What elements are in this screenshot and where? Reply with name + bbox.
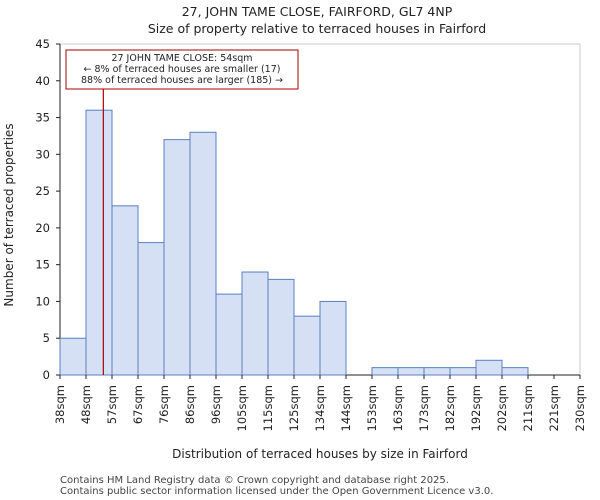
- bar-57sqm: [111, 205, 139, 376]
- y-tick-label: 40: [35, 74, 50, 88]
- bar-38sqm: [59, 337, 87, 376]
- bar-86sqm: [189, 131, 217, 376]
- y-tick-label: 20: [35, 221, 50, 235]
- x-tick-label: 57sqm: [105, 385, 119, 424]
- bar-48sqm: [85, 109, 113, 376]
- y-tick-label: 15: [35, 258, 50, 272]
- x-tick-label: 134sqm: [313, 385, 327, 431]
- bar-96sqm: [215, 293, 243, 376]
- y-axis-ticks: 0 5 10 15 20 25 30 35 40 45: [35, 37, 60, 382]
- x-tick-label: 76sqm: [157, 385, 171, 424]
- x-tick-label: 221sqm: [547, 385, 561, 431]
- bar-105sqm: [241, 271, 269, 376]
- bar-163sqm: [397, 367, 425, 376]
- x-tick-label: 125sqm: [287, 385, 301, 431]
- annotation-box: 27 JOHN TAME CLOSE: 54sqm ← 8% of terrac…: [65, 49, 299, 90]
- x-axis-ticks: 38sqm 48sqm 57sqm 67sqm 76sqm 86sqm 96sqm 105sq…: [53, 375, 587, 431]
- footer-line-1: Contains HM Land Registry data © Crown c…: [60, 475, 449, 486]
- bar-153sqm: [371, 367, 399, 376]
- x-tick-label: 144sqm: [339, 385, 353, 431]
- x-tick-label: 153sqm: [365, 385, 379, 431]
- y-tick-label: 5: [43, 331, 50, 345]
- bar-76sqm: [163, 139, 191, 376]
- bar-202sqm: [501, 367, 529, 376]
- bar-182sqm: [449, 367, 477, 376]
- x-tick-label: 230sqm: [573, 385, 587, 431]
- annotation-line-1: 27 JOHN TAME CLOSE: 54sqm: [111, 53, 252, 64]
- x-tick-label: 105sqm: [235, 385, 249, 431]
- bar-134sqm: [319, 300, 347, 376]
- y-tick-label: 30: [35, 147, 50, 161]
- bar-125sqm: [293, 315, 321, 376]
- bar-67sqm: [137, 242, 165, 376]
- x-tick-label: 173sqm: [417, 385, 431, 431]
- x-tick-label: 163sqm: [391, 385, 405, 431]
- x-tick-label: 115sqm: [261, 385, 275, 431]
- bar-173sqm: [423, 367, 451, 376]
- y-tick-label: 45: [35, 37, 50, 51]
- chart-title: 27, JOHN TAME CLOSE, FAIRFORD, GL7 4NP: [182, 4, 453, 19]
- x-tick-label: 182sqm: [443, 385, 457, 431]
- y-axis-label: Number of terraced properties: [2, 123, 16, 306]
- chart-subtitle: Size of property relative to terraced ho…: [148, 21, 486, 36]
- y-tick-label: 35: [35, 111, 50, 125]
- bar-115sqm: [267, 278, 295, 376]
- x-tick-label: 86sqm: [183, 385, 197, 424]
- y-tick-label: 10: [35, 294, 50, 308]
- x-tick-label: 96sqm: [209, 385, 223, 424]
- y-tick-label: 0: [43, 368, 50, 382]
- x-tick-label: 192sqm: [469, 385, 483, 431]
- annotation-line-3: 88% of terraced houses are larger (185) …: [81, 75, 283, 86]
- annotation-frame: [65, 49, 299, 90]
- bars: [59, 109, 529, 376]
- x-tick-label: 48sqm: [79, 385, 93, 424]
- y-tick-label: 25: [35, 184, 50, 198]
- bar-192sqm: [475, 359, 503, 376]
- x-tick-label: 211sqm: [521, 385, 535, 431]
- footer-line-2: Contains public sector information licen…: [60, 486, 493, 497]
- annotation-line-2: ← 8% of terraced houses are smaller (17): [84, 64, 281, 75]
- x-tick-label: 202sqm: [495, 385, 509, 431]
- x-tick-label: 67sqm: [131, 385, 145, 424]
- x-axis-label: Distribution of terraced houses by size …: [172, 447, 468, 461]
- x-tick-label: 38sqm: [53, 385, 67, 424]
